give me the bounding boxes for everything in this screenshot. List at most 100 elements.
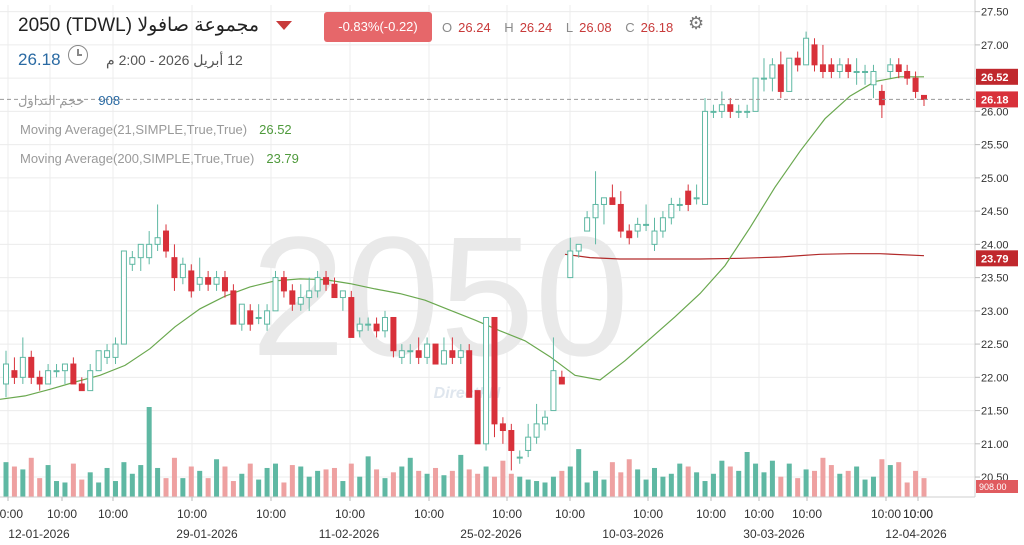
candle-body: [154, 237, 161, 245]
candle-body: [533, 423, 540, 438]
volume-bar: [390, 472, 396, 497]
candle-body: [760, 77, 767, 80]
volume-label: حجم التداول: [18, 93, 85, 108]
candle-body: [415, 350, 422, 358]
candle-body: [609, 197, 616, 205]
candle-body: [685, 190, 692, 205]
volume-bar: [517, 476, 523, 497]
volume-bar: [256, 479, 262, 497]
candle-body: [255, 316, 262, 319]
x-time-label: 10:00: [47, 507, 77, 521]
candle-body: [53, 370, 60, 373]
volume-bar: [786, 463, 792, 497]
candle-body: [331, 283, 338, 299]
candle-body: [137, 243, 144, 259]
x-time-label: 10:00: [903, 507, 933, 521]
x-time-label: 10:00: [555, 507, 585, 521]
volume-bar: [433, 467, 439, 497]
volume-bar: [475, 473, 481, 497]
candle-body: [676, 203, 683, 206]
candle-body: [129, 257, 136, 265]
y-tick-label: 21.50: [981, 406, 1009, 418]
volume-bar: [854, 466, 860, 497]
candle-body: [710, 110, 717, 113]
volume-bar: [778, 476, 784, 497]
volume-bar: [601, 479, 607, 497]
candle-body: [306, 290, 313, 299]
candle-body: [584, 217, 591, 232]
volume-bar: [483, 466, 489, 497]
candle-body: [264, 310, 271, 325]
close-value: 26.18: [640, 20, 674, 35]
candle-body: [390, 316, 397, 352]
x-time-label: 10:00: [98, 507, 128, 521]
candle-body: [474, 390, 481, 445]
low-label: L: [565, 20, 574, 35]
candle-body: [491, 316, 498, 425]
volume-bar: [273, 463, 279, 497]
candle-body: [550, 370, 557, 412]
candle-body: [398, 350, 405, 358]
volume-bar: [289, 465, 295, 497]
candle-body: [634, 223, 641, 232]
company-name: مجموعة صافولا: [137, 15, 260, 36]
candle-body: [870, 70, 877, 86]
candle-body: [659, 217, 666, 232]
volume-bar: [761, 472, 767, 497]
candle-body: [702, 110, 709, 205]
candle-body: [163, 230, 170, 252]
candle-body: [819, 64, 826, 72]
volume-bar: [222, 466, 228, 497]
x-date-label: 29-01-2026: [176, 527, 238, 541]
volume-bar: [845, 470, 851, 497]
volume-bar: [736, 470, 742, 497]
candle-body: [171, 257, 178, 279]
gear-icon[interactable]: ⚙: [688, 13, 705, 33]
volume-bar: [3, 462, 9, 497]
x-time-label: 10:00: [256, 507, 286, 521]
close-label: C: [625, 20, 635, 35]
candle-body: [508, 430, 515, 451]
volume-bar: [281, 482, 287, 497]
candle-body: [727, 104, 734, 112]
y-tick-label: 25.00: [981, 173, 1009, 185]
candle-body: [752, 77, 759, 112]
volume-bar: [677, 463, 683, 497]
y-tick-label: 23.00: [981, 306, 1009, 318]
y-tick-label: 21.00: [981, 439, 1009, 451]
last-price-marker: 26.18: [981, 94, 1009, 106]
candle-body: [542, 416, 549, 425]
volume-bar: [702, 481, 708, 497]
exchange-code: (TDWL): [65, 15, 133, 36]
candle-body: [575, 243, 582, 252]
volume-bar: [576, 449, 582, 497]
volume-bar: [651, 467, 657, 497]
volume-bar: [441, 475, 447, 497]
candle-body: [348, 297, 355, 338]
bar-datetime: 12 أبريل 2026 - 2:00 م: [106, 52, 243, 68]
volume-bar: [567, 466, 573, 497]
volume-marker-bg: [976, 480, 1018, 493]
volume-bar: [45, 465, 51, 497]
volume-bar: [694, 472, 700, 497]
candle-body: [794, 57, 801, 66]
candle-body: [558, 376, 565, 385]
volume-bar: [424, 473, 430, 497]
x-date-label: 30-03-2026: [743, 527, 805, 541]
candle-body: [78, 383, 85, 392]
candle-body: [744, 110, 751, 113]
volume-bar: [753, 463, 759, 497]
volume-bar: [500, 460, 506, 497]
volume-bar: [374, 469, 380, 497]
ma21-line: [0, 76, 924, 400]
x-date-label: 12-04-2026: [885, 527, 947, 541]
candle-body: [95, 350, 102, 372]
candle-body: [853, 70, 860, 73]
x-date-label: 10-03-2026: [602, 527, 664, 541]
volume-bar: [331, 467, 337, 497]
volume-bar: [837, 473, 843, 497]
volume-bar: [913, 470, 919, 497]
candle-body: [904, 70, 911, 79]
candle-body: [912, 77, 919, 92]
